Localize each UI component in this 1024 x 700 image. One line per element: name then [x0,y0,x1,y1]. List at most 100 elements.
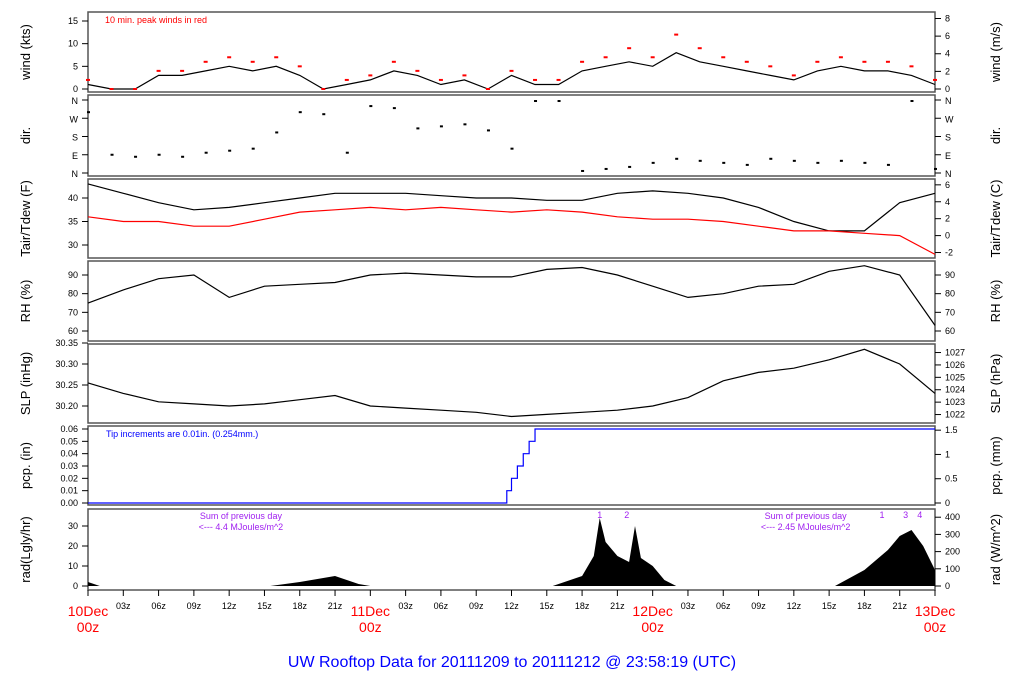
y-tick-label-right: 1025 [945,372,965,382]
x-tick-label: 03z [116,601,131,611]
direction-point [392,107,396,110]
x-tick-label: 21z [892,601,907,611]
y-tick-label: 0 [73,581,78,591]
y-tick-label-right: 2 [945,214,950,224]
y-tick-label-right: 8 [945,13,950,23]
y-tick-label-right: W [945,114,954,124]
direction-point [157,153,161,156]
y-axis-title-right-pcp: pcp. (mm) [988,436,1003,495]
direction-point [792,159,796,162]
y-tick-label: 70 [68,307,78,317]
y-axis-title-dir: dir. [18,127,33,144]
direction-point [745,163,749,166]
y-tick-label-right: 1022 [945,410,965,420]
y-tick-label-right: 0.5 [945,474,958,484]
direction-point [275,131,279,134]
direction-point [863,161,867,164]
panel-frame-slp [87,343,936,424]
x-day-time: 00z [77,619,100,635]
y-tick-label: E [72,151,78,161]
x-day-time: 00z [924,619,947,635]
y-axis-title-temp: Tair/Tdew (F) [18,180,33,257]
direction-point [839,159,843,162]
series-line-temp-0 [87,183,936,232]
y-axis-title-rad: rad(Lgly/hr) [18,516,33,582]
y-tick-label: 30.20 [55,401,78,411]
y-tick-label-right: 1024 [945,385,965,395]
precip-step-line [88,428,935,504]
y-tick-label: 30 [68,521,78,531]
direction-point [534,100,538,103]
x-tick-label: 15z [257,601,272,611]
y-tick-label: 5 [73,61,78,71]
y-tick-label-right: 1026 [945,360,965,370]
y-tick-label-right: 100 [945,564,960,574]
rad-marker: 3 [903,510,908,520]
direction-point [134,155,138,158]
y-tick-label: 30 [68,240,78,250]
x-tick-label: 12z [787,601,802,611]
radiation-area [88,518,935,586]
y-tick-label: 80 [68,289,78,299]
y-axis-title-right-slp: SLP (hPa) [988,354,1003,414]
y-axis-title-right-wind: wind (m/s) [988,22,1003,83]
direction-point [722,161,726,164]
y-axis-title-right-dir: dir. [988,127,1003,144]
x-tick-label: 06z [151,601,166,611]
direction-point [439,125,443,128]
y-tick-label-right: 0 [945,498,950,508]
x-tick-label: 09z [469,601,484,611]
y-axis-title-pcp: pcp. (in) [18,442,33,489]
y-tick-label-right: 70 [945,307,955,317]
panel-frame-temp [87,178,936,259]
annotation-pcp: Tip increments are 0.01in. (0.254mm.) [106,429,258,439]
y-tick-label: N [72,96,79,106]
y-tick-label-right: 80 [945,289,955,299]
y-tick-label: 35 [68,217,78,227]
y-tick-label-right: 0 [945,231,950,241]
y-tick-label-right: 1.5 [945,425,958,435]
rad-sum-value: <--- 2.45 MJoules/m^2 [761,522,851,532]
y-tick-label-right: 60 [945,326,955,336]
direction-point [581,169,585,172]
direction-point [369,105,373,108]
y-tick-label: 30.30 [55,359,78,369]
x-tick-label: 12z [504,601,519,611]
series-line-wind-0 [87,52,936,90]
x-day-time: 00z [359,619,382,635]
y-axis-title-right-rh: RH (%) [988,280,1003,323]
y-tick-label-right: 200 [945,547,960,557]
y-tick-label-right: N [945,169,952,179]
y-tick-label-right: 90 [945,270,955,280]
x-day-label: 13Dec [915,603,955,619]
y-tick-label-right: 6 [945,180,950,190]
y-tick-label-right: 6 [945,31,950,41]
panel-frame-wind [87,11,936,93]
x-day-time: 00z [641,619,664,635]
rad-marker: 1 [880,510,885,520]
series-line-temp-1 [87,206,936,255]
direction-point [886,163,890,166]
y-tick-label-right: 0 [945,581,950,591]
direction-point [204,151,208,154]
y-tick-label: 10 [68,39,78,49]
series-line-rh [87,265,936,326]
y-tick-label: 10 [68,561,78,571]
x-tick-label: 03z [398,601,413,611]
y-tick-label: 0.04 [60,449,78,459]
y-tick-label: 30.25 [55,380,78,390]
x-tick-label: 12z [222,601,237,611]
x-tick-label: 06z [716,601,731,611]
direction-point [769,157,773,160]
y-tick-label: 15 [68,16,78,26]
direction-point [228,149,232,152]
y-tick-label: 60 [68,326,78,336]
y-axis-title-right-rad: rad (W/m^2) [988,514,1003,585]
y-tick-label: 0.03 [60,461,78,471]
y-tick-label-right: 1027 [945,348,965,358]
y-tick-label: 0.06 [60,424,78,434]
direction-point [463,123,467,126]
x-day-label: 10Dec [68,603,108,619]
y-axis-title-slp: SLP (inHg) [18,352,33,415]
